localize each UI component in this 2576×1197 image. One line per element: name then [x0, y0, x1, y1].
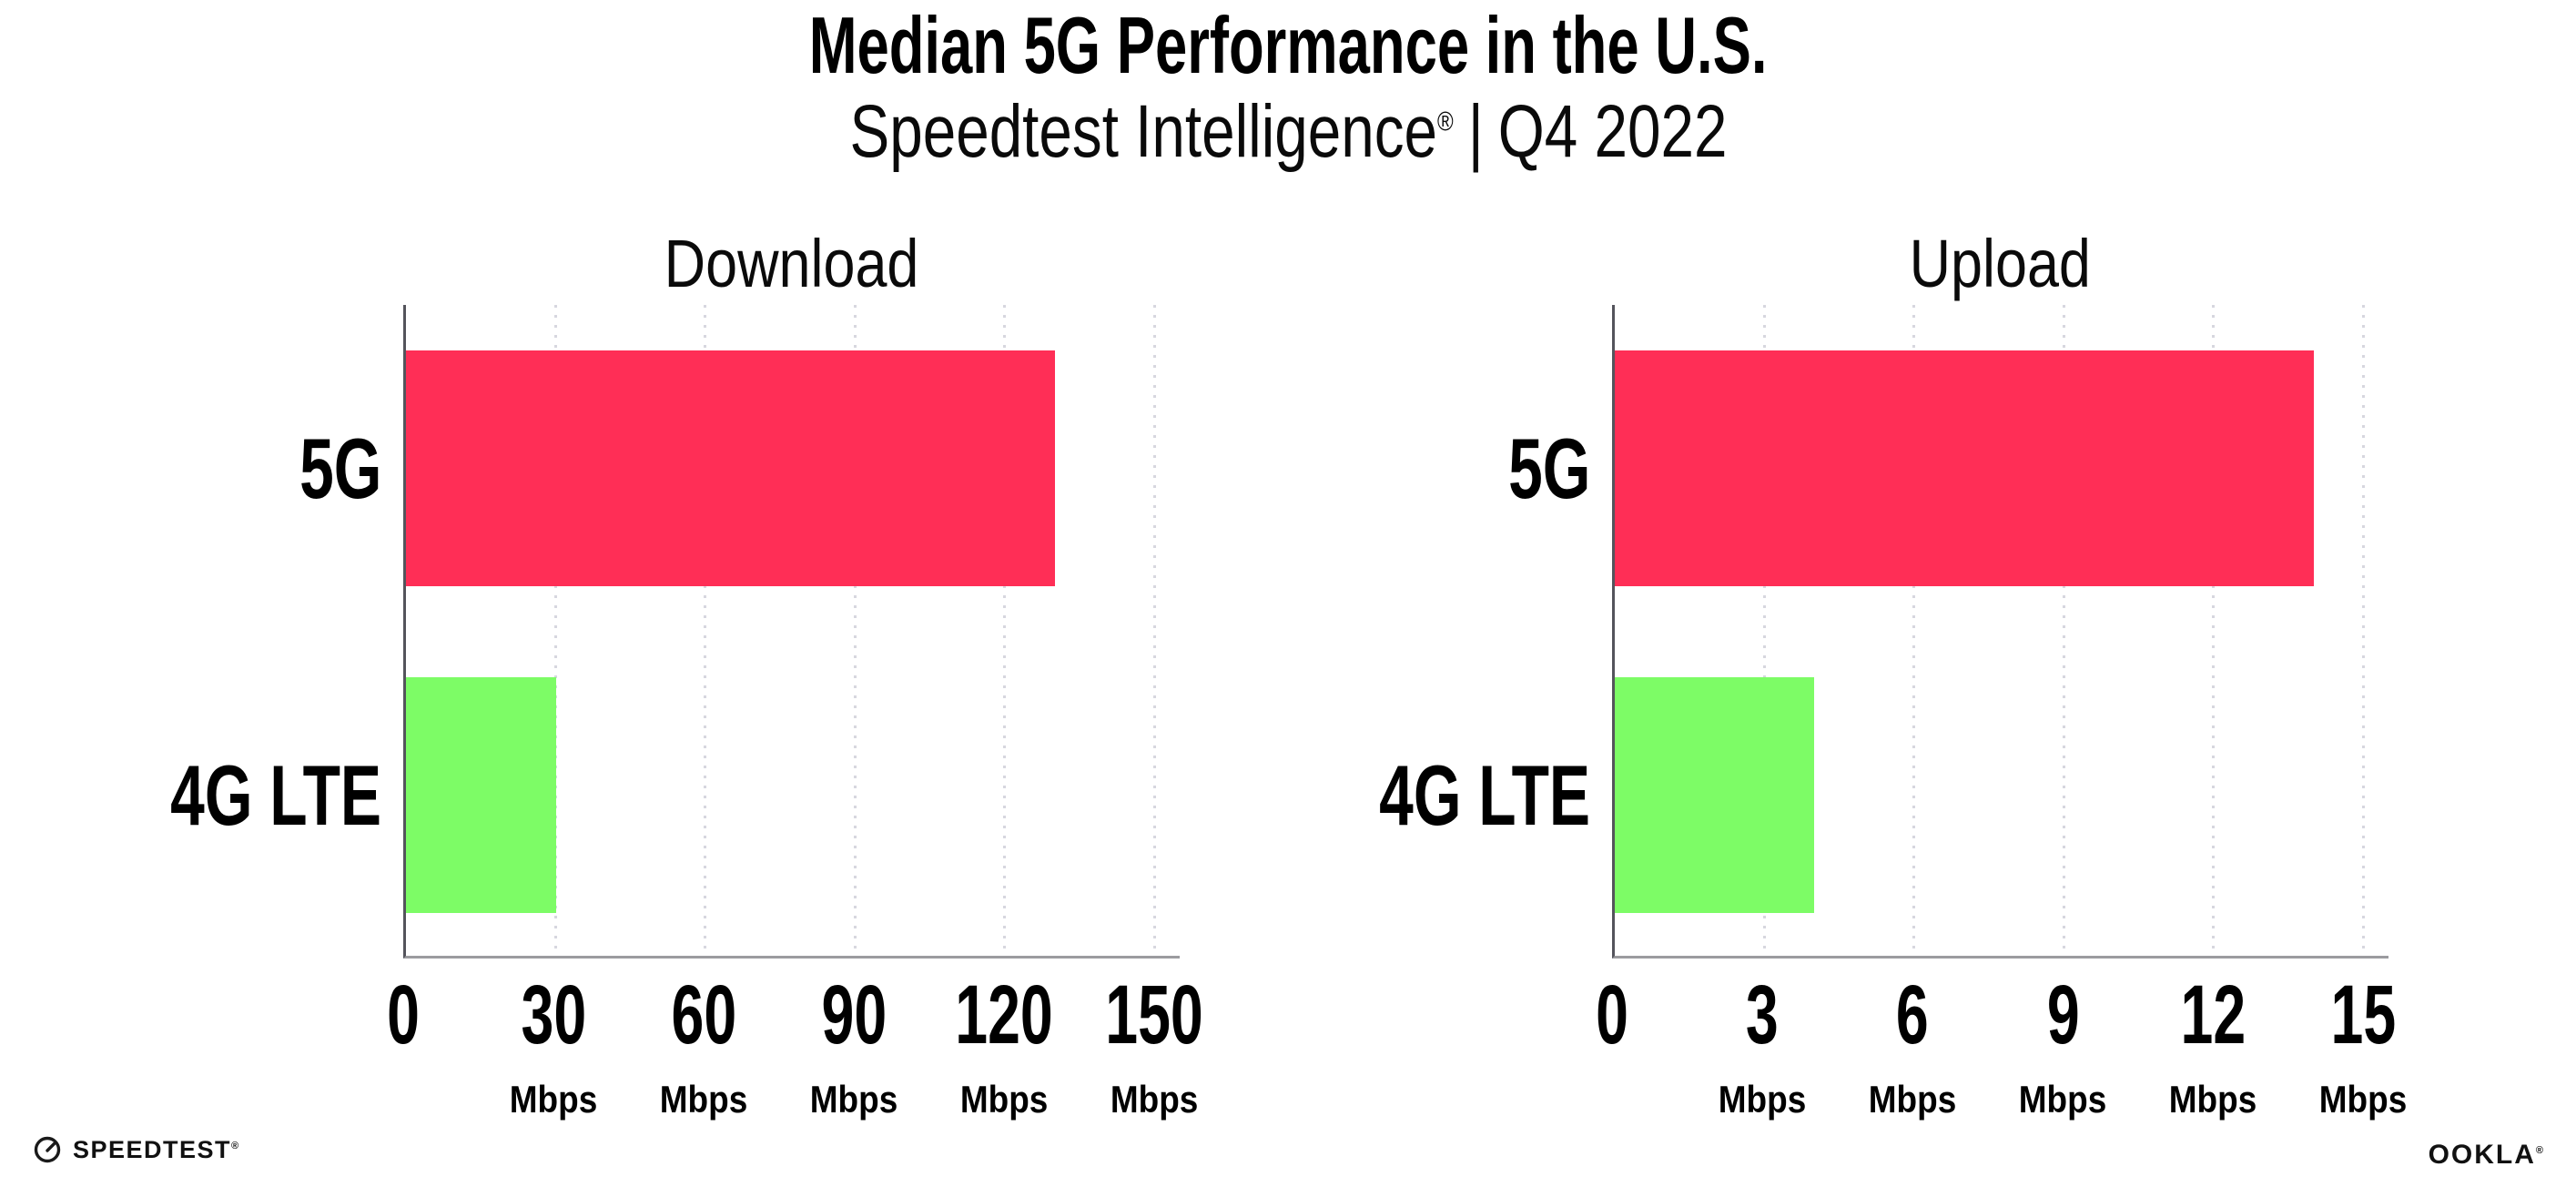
x-tick-upload-12: 12 Mbps — [2164, 973, 2264, 1119]
x-tick-unit: Mbps — [810, 1078, 898, 1121]
download-chart-title: Download — [664, 226, 919, 301]
gridline-90 — [853, 305, 857, 956]
x-tick-download-150: 150 Mbps — [1085, 973, 1225, 1119]
x-tick-value: 60 — [671, 969, 737, 1061]
x-tick-upload-9: 9 Mbps — [2013, 973, 2113, 1119]
x-tick-upload-15: 15 Mbps — [2314, 973, 2414, 1119]
y-axis-label-5g: 5G — [1507, 420, 1590, 516]
upload-plot-area — [1612, 305, 2388, 959]
speedtest-logo: SPEEDTEST® — [33, 1135, 240, 1164]
bar-4g-lte-upload — [1615, 677, 1815, 913]
ookla-logo-text: OOKLA — [2428, 1140, 2536, 1170]
x-tick-value: 15 — [2330, 969, 2397, 1061]
bar-5g-download — [406, 350, 1055, 586]
gridline-12 — [2212, 305, 2216, 956]
gridline-120 — [1003, 305, 1007, 956]
registered-mark: ® — [1436, 107, 1454, 137]
x-tick-value: 0 — [387, 969, 420, 1061]
x-tick-value: 6 — [1896, 969, 1930, 1061]
x-tick-unit: Mbps — [2319, 1078, 2408, 1121]
bar-5g-upload — [1615, 350, 2314, 586]
x-tick-unit: Mbps — [1111, 1078, 1199, 1121]
gridline-3 — [1762, 305, 1766, 956]
y-axis-label-4g-lte: 4G LTE — [170, 746, 381, 843]
gridline-30 — [553, 305, 557, 956]
y-axis-label-5g: 5G — [299, 420, 381, 516]
gridline-6 — [1912, 305, 1916, 956]
x-tick-value: 30 — [521, 969, 586, 1061]
x-tick-download-60: 60 Mbps — [654, 973, 754, 1119]
x-tick-download-0: 0 — [380, 973, 426, 1057]
x-tick-value: 12 — [2180, 969, 2246, 1061]
gridline-150 — [1152, 305, 1156, 956]
x-tick-value: 3 — [1746, 969, 1779, 1061]
page-subtitle-text: Speedtest Intelligence® | Q4 2022 — [849, 90, 1727, 173]
x-tick-unit: Mbps — [659, 1078, 748, 1121]
download-chart: Download 0 30 Mbps 60 Mbps 90 Mbps 120 Mbps 150 Mb… — [170, 230, 1203, 1119]
x-tick-upload-3: 3 Mbps — [1712, 973, 1812, 1119]
page-title-text: Median 5G Performance in the U.S. — [808, 0, 1768, 90]
page-title: Median 5G Performance in the U.S. — [0, 0, 2576, 90]
download-plot-area — [403, 305, 1180, 959]
bar-4g-lte-download — [406, 677, 556, 913]
x-tick-value: 150 — [1105, 969, 1204, 1061]
x-tick-unit: Mbps — [960, 1078, 1049, 1121]
speedtest-logo-text: SPEEDTEST® — [73, 1135, 240, 1163]
x-tick-value: 120 — [955, 969, 1054, 1061]
x-tick-value: 9 — [2046, 969, 2080, 1061]
gridline-15 — [2361, 305, 2365, 956]
x-tick-unit: Mbps — [1868, 1078, 1957, 1121]
y-axis-label-4g-lte: 4G LTE — [1379, 746, 1590, 843]
subtitle-period: Q4 2022 — [1497, 90, 1727, 173]
x-tick-download-90: 90 Mbps — [804, 973, 904, 1119]
subtitle-separator: | — [1467, 90, 1484, 173]
speedtest-registered-mark: ® — [231, 1140, 240, 1151]
ookla-registered-mark: ® — [2535, 1145, 2545, 1156]
upload-chart: Upload 0 3 Mbps 6 Mbps 9 Mbps 12 Mbps 15 Mbps 5G 4G … — [1379, 230, 2408, 1119]
x-tick-unit: Mbps — [2019, 1078, 2107, 1121]
x-tick-download-30: 30 Mbps — [503, 973, 603, 1119]
gridline-9 — [2062, 305, 2065, 956]
x-tick-upload-0: 0 — [1588, 973, 1635, 1057]
x-tick-value: 90 — [821, 969, 887, 1061]
x-tick-unit: Mbps — [1718, 1078, 1807, 1121]
page-subtitle: Speedtest Intelligence® | Q4 2022 — [0, 90, 2576, 173]
x-tick-value: 0 — [1596, 969, 1628, 1061]
x-tick-unit: Mbps — [2169, 1078, 2257, 1121]
subtitle-brand: Speedtest Intelligence — [849, 90, 1437, 173]
x-tick-upload-6: 6 Mbps — [1862, 973, 1962, 1119]
upload-chart-title: Upload — [1909, 226, 2092, 301]
x-tick-unit: Mbps — [509, 1078, 598, 1121]
gridline-60 — [704, 305, 707, 956]
speedtest-gauge-icon — [34, 1136, 61, 1163]
x-tick-download-120: 120 Mbps — [935, 973, 1075, 1119]
ookla-logo: OOKLA® — [2429, 1140, 2545, 1171]
